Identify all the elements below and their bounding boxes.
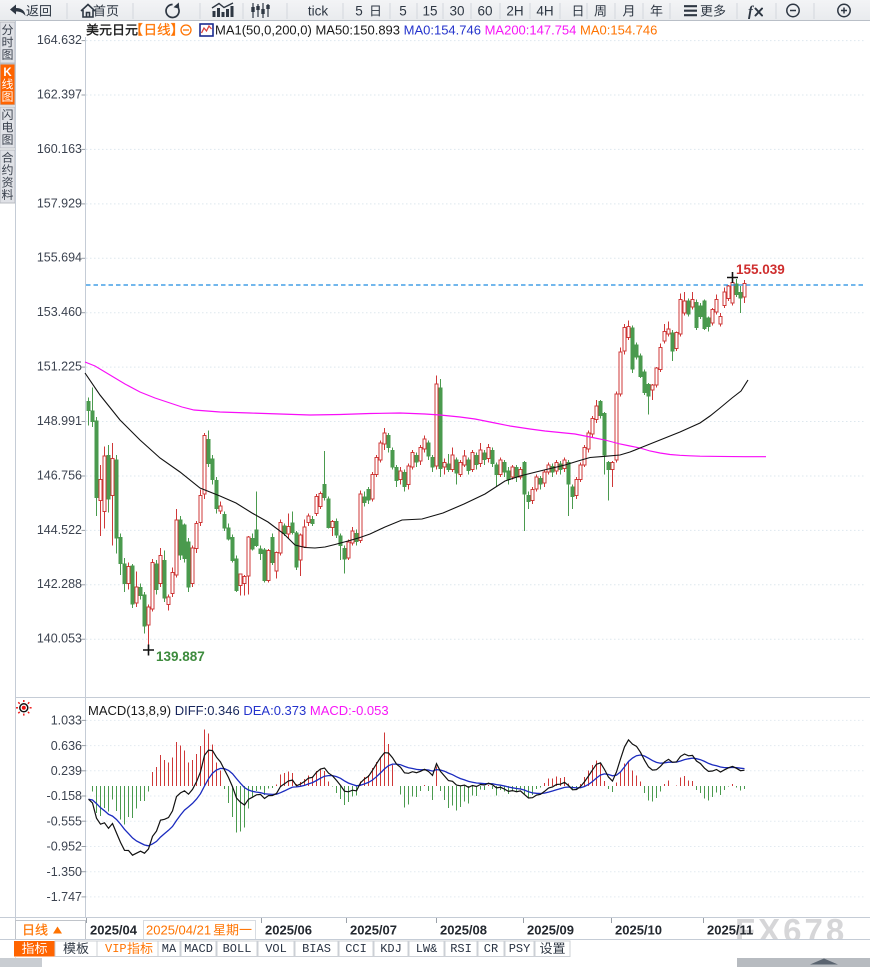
svg-text:146.756: 146.756 — [37, 468, 82, 482]
svg-text:MACD: MACD — [184, 942, 213, 956]
svg-text:MA1(50,0,200,0) MA50:150.893: MA1(50,0,200,0) MA50:150.893 MA0:154.746… — [215, 23, 657, 38]
svg-text:RSI: RSI — [450, 942, 472, 956]
svg-text:162.397: 162.397 — [37, 87, 82, 101]
svg-text:-1.350: -1.350 — [47, 865, 82, 879]
svg-text:2025/11: 2025/11 — [707, 923, 753, 938]
svg-text:2025/08: 2025/08 — [440, 923, 487, 938]
svg-text:15: 15 — [422, 4, 437, 19]
svg-text:140.053: 140.053 — [37, 632, 82, 646]
svg-text:148.991: 148.991 — [37, 414, 82, 428]
svg-text:-0.158: -0.158 — [47, 789, 82, 803]
svg-text:0.636: 0.636 — [51, 739, 82, 753]
svg-text:VIP: VIP — [105, 942, 127, 956]
svg-text:2025/09: 2025/09 — [527, 923, 574, 938]
svg-text:157.929: 157.929 — [37, 196, 82, 210]
svg-text:CR: CR — [484, 942, 498, 956]
svg-text:K: K — [3, 67, 12, 79]
svg-text:30: 30 — [449, 4, 464, 19]
svg-text:155.694: 155.694 — [37, 251, 82, 265]
svg-text:60: 60 — [477, 4, 492, 19]
svg-text:0.239: 0.239 — [51, 764, 82, 778]
svg-text:MACD(13,8,9) DIFF:0.346 DEA:: MACD(13,8,9) DIFF:0.346 DEA:0.373 MACD:-… — [88, 703, 389, 718]
svg-text:CCI: CCI — [345, 942, 367, 956]
svg-text:144.522: 144.522 — [37, 523, 82, 537]
svg-text:153.460: 153.460 — [37, 305, 82, 319]
svg-text:-0.555: -0.555 — [47, 814, 82, 828]
svg-text:KDJ: KDJ — [380, 942, 402, 956]
svg-text:-1.747: -1.747 — [47, 890, 82, 904]
svg-text:-0.952: -0.952 — [47, 840, 82, 854]
svg-text:1.033: 1.033 — [51, 714, 82, 728]
svg-text:f: f — [748, 4, 755, 20]
svg-text:2025/10: 2025/10 — [615, 923, 662, 938]
svg-text:4H: 4H — [536, 4, 553, 19]
svg-text:151.225: 151.225 — [37, 360, 82, 374]
svg-text:2025/06: 2025/06 — [265, 923, 312, 938]
svg-text:5: 5 — [355, 4, 363, 19]
svg-text:164.632: 164.632 — [37, 33, 82, 47]
svg-text:MA: MA — [162, 942, 177, 956]
svg-text:142.288: 142.288 — [37, 577, 82, 591]
svg-text:PSY: PSY — [509, 942, 531, 956]
svg-text:LW&: LW& — [416, 942, 438, 956]
svg-text:5: 5 — [399, 4, 407, 19]
svg-text:155.039: 155.039 — [736, 262, 785, 277]
svg-text:2025/07: 2025/07 — [350, 923, 397, 938]
svg-text:160.163: 160.163 — [37, 142, 82, 156]
svg-text:BIAS: BIAS — [302, 942, 331, 956]
svg-text:2H: 2H — [506, 4, 523, 19]
svg-text:BOLL: BOLL — [223, 942, 252, 956]
svg-text:2025/04: 2025/04 — [90, 923, 138, 938]
svg-text:2025/04/21: 2025/04/21 — [146, 923, 211, 938]
svg-text:139.887: 139.887 — [156, 649, 205, 664]
svg-text:tick: tick — [308, 4, 329, 19]
svg-text:VOL: VOL — [265, 942, 287, 956]
